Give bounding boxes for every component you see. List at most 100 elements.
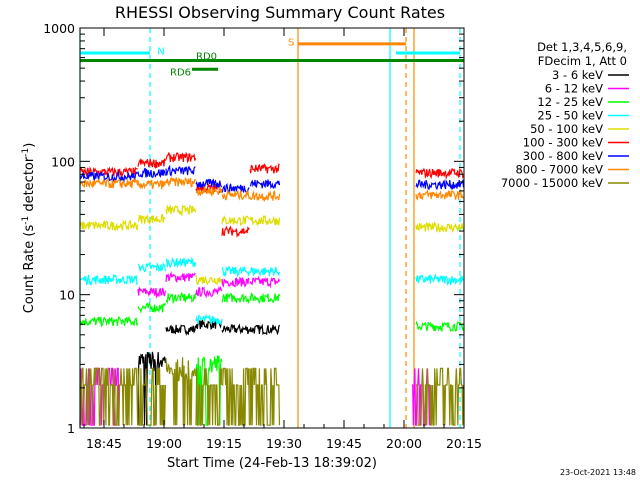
- x-tick-label: 20:00: [386, 436, 422, 451]
- series-line: [222, 367, 250, 426]
- legend-label: 50 - 100 keV: [530, 122, 603, 136]
- series-line: [137, 367, 166, 426]
- series-line: [221, 214, 250, 227]
- series-line: [415, 221, 465, 233]
- series-line: [165, 324, 197, 337]
- series-line: [165, 164, 196, 177]
- x-tick-label: 18:45: [86, 436, 122, 451]
- legend-label: 100 - 300 keV: [523, 136, 603, 150]
- series-line: [165, 176, 197, 188]
- series-line: [137, 213, 166, 226]
- y-tick-label: 1000: [43, 21, 75, 36]
- series-line: [221, 276, 250, 288]
- series-line: [165, 151, 197, 164]
- series-line: [79, 273, 139, 287]
- series-line: [249, 275, 281, 289]
- legend-label: 3 - 6 keV: [552, 68, 603, 82]
- legend-label: 25 - 50 keV: [537, 109, 603, 123]
- x-axis: 18:45 19:00 19:15 19:30 19:45 20:00 20:15: [83, 28, 482, 451]
- series-line: [221, 225, 250, 239]
- series-line: [165, 357, 197, 426]
- series-line: [249, 163, 280, 174]
- legend-header-line1: Det 1,3,4,5,6,9,: [537, 40, 627, 54]
- series-line: [221, 323, 250, 335]
- series-6: [79, 164, 465, 195]
- y-tick-label: 10: [59, 288, 75, 303]
- x-tick-label: 19:30: [266, 436, 302, 451]
- series-line: [415, 273, 464, 286]
- plot-frame: [79, 27, 465, 429]
- series-line: [137, 286, 166, 299]
- x-tick-label: 20:15: [446, 436, 482, 451]
- legend-label: 300 - 800 keV: [523, 149, 603, 163]
- series-line: [137, 167, 166, 179]
- series-line: [249, 179, 281, 189]
- x-tick-label: 19:15: [206, 436, 242, 451]
- series-line: [195, 186, 223, 197]
- series-line: [195, 313, 223, 325]
- y-axis-label-main: Count Rate (s: [22, 225, 37, 314]
- series-line: [249, 367, 281, 426]
- y-axis-label-sup1: -1: [21, 216, 31, 225]
- state-label-s: S: [288, 38, 294, 49]
- x-axis-label: Start Time (24-Feb-13 18:39:02): [167, 456, 377, 471]
- series-line: [195, 355, 223, 426]
- series-line: [79, 219, 139, 231]
- series-line: [221, 293, 250, 305]
- series-line: [195, 178, 223, 190]
- legend-label: 7000 - 15000 keV: [501, 176, 603, 190]
- state-label-rd6: RD6: [170, 68, 191, 79]
- series-line: [249, 323, 281, 336]
- series-line: [165, 270, 196, 283]
- y-axis-label: Count Rate (s-1 detector-1): [21, 143, 37, 314]
- y-axis-label-sup2: -1: [21, 148, 31, 157]
- series-line: [249, 292, 281, 305]
- series-line: [221, 182, 250, 195]
- state-label-rd0: RD0: [196, 52, 217, 63]
- plot-area: N S RD0 RD6: [79, 28, 465, 428]
- y-axis-label-end: ): [22, 143, 37, 148]
- series-4: [79, 203, 465, 286]
- series-7: [79, 176, 464, 203]
- x-tick-label: 19:45: [326, 436, 362, 451]
- series-line: [137, 301, 166, 314]
- series-line: [415, 320, 465, 333]
- series-line: [137, 262, 166, 273]
- series-line: [165, 203, 197, 217]
- legend-label: 6 - 12 keV: [545, 82, 603, 96]
- legend-label: 12 - 25 keV: [537, 95, 603, 109]
- series-line: [221, 188, 250, 201]
- series-line: [195, 275, 223, 286]
- y-tick-label: 100: [51, 154, 75, 169]
- series-line: [137, 157, 166, 170]
- series-2: [79, 292, 465, 426]
- series-line: [415, 178, 465, 191]
- y-tick-label: 1: [67, 421, 75, 436]
- series-line: [79, 367, 139, 426]
- x-tick-label: 19:00: [146, 436, 182, 451]
- legend: Det 1,3,4,5,6,9, FDecim 1, Att 0 3 - 6 k…: [501, 40, 629, 190]
- y-axis-label-mid: detector: [22, 156, 37, 216]
- series-line: [249, 190, 281, 203]
- series-line: [415, 167, 465, 180]
- series-line: [415, 188, 464, 201]
- series-line: [79, 177, 139, 189]
- series-3: [79, 256, 464, 325]
- series-line: [249, 266, 281, 277]
- chart-title: RHESSI Observing Summary Count Rates: [115, 3, 445, 22]
- state-label-n: N: [157, 46, 164, 57]
- series-line: [195, 285, 223, 299]
- series-line: [195, 368, 223, 426]
- series-line: [137, 351, 166, 426]
- footer-date: 23-Oct-2021 13:48: [560, 468, 636, 477]
- series-line: [165, 256, 197, 269]
- series-line: [249, 214, 281, 227]
- series-line: [221, 266, 250, 278]
- series-line: [79, 170, 138, 184]
- y-axis: 1 10 100 1000: [43, 21, 464, 436]
- legend-label: 800 - 7000 keV: [515, 163, 603, 177]
- series-line: [79, 315, 139, 328]
- series-5: [79, 151, 465, 239]
- series-line: [137, 179, 166, 190]
